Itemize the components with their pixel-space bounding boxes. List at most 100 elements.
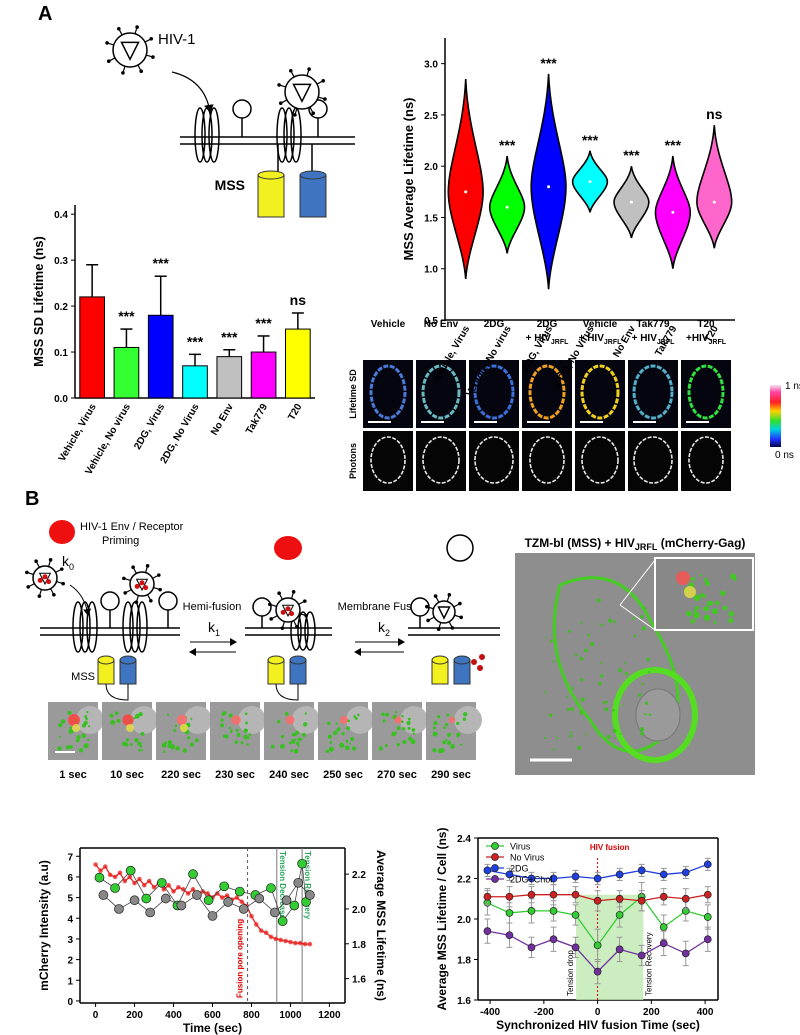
- fluor-dot: [567, 629, 572, 633]
- x-axis-label: Synchronized HIV fusion Time (sec): [496, 1018, 700, 1032]
- data-point: [234, 895, 240, 900]
- virion-signal: [448, 716, 456, 724]
- y-tick-label: 2.0: [457, 915, 471, 926]
- fluor-dot: [134, 737, 139, 743]
- colorbar-label: 0 ns: [775, 450, 794, 461]
- column-header: Vehicle: [583, 319, 618, 330]
- bar: [285, 328, 311, 399]
- fluor-dot: [411, 728, 416, 732]
- fluor-dot: [288, 741, 292, 745]
- frame-time: 270 sec: [377, 769, 417, 781]
- violin: [447, 78, 484, 280]
- data-point: [176, 900, 187, 911]
- fluor-dot: [357, 713, 360, 717]
- virion-signal: [126, 724, 134, 732]
- y-tick-label: 1.0: [424, 265, 438, 276]
- rate-label: k0: [62, 553, 74, 572]
- data-point: [281, 895, 292, 906]
- env-tip: [303, 599, 307, 603]
- env-tip: [277, 591, 281, 595]
- data-point: [171, 889, 176, 894]
- env-tip: [105, 41, 109, 45]
- fluor-dot: [220, 723, 224, 728]
- linker: [105, 683, 129, 701]
- data-point: [277, 916, 288, 926]
- capsid: [281, 604, 295, 618]
- fluor-dot: [720, 590, 726, 596]
- fluor-dot: [600, 623, 603, 627]
- zoom-line: [619, 559, 656, 606]
- env-tip: [149, 37, 154, 41]
- y2-tick-label: 1.6: [352, 975, 366, 986]
- env-tip: [122, 576, 126, 581]
- fluor-dot: [622, 673, 625, 676]
- fluor-dot: [57, 746, 62, 751]
- cell-outline: [369, 364, 407, 420]
- fluor-dot: [280, 743, 285, 749]
- header-sub: JRFL: [657, 339, 675, 346]
- data-point: [593, 896, 602, 905]
- env-tip: [323, 97, 327, 101]
- fluor-dot: [240, 741, 244, 745]
- fluor-dot: [164, 741, 167, 745]
- virion-signal: [684, 586, 696, 598]
- env-tip: [26, 585, 30, 589]
- y-axis-label: mCherry Intensity (a.u): [37, 860, 51, 991]
- helix: [201, 107, 213, 163]
- fluor-dot: [167, 713, 170, 716]
- fluor-dot: [584, 648, 588, 653]
- fluor-dot: [67, 710, 72, 715]
- fluor-dot: [187, 736, 191, 740]
- data-point: [219, 881, 230, 892]
- cell-outline: [422, 436, 460, 484]
- zoom-line: [619, 604, 656, 631]
- fluor-dot: [116, 718, 121, 723]
- cell-outline: [687, 364, 725, 420]
- data-point: [114, 904, 124, 914]
- fluor-dot: [699, 573, 702, 577]
- fluor-dot: [549, 713, 553, 718]
- legend-label: 2DG+Chol: [510, 875, 552, 885]
- fluor-dot: [139, 745, 143, 748]
- cell-outline: [529, 436, 565, 484]
- y-tick-label: 6: [67, 873, 73, 884]
- data-point: [527, 874, 536, 883]
- fluor-dot: [585, 733, 588, 736]
- fluor-dot: [703, 614, 710, 621]
- fluor-dot: [693, 594, 701, 602]
- fluor-dot: [236, 732, 241, 737]
- annotation: Tension Recovery: [644, 932, 653, 996]
- x-tick-label: 400: [697, 1007, 714, 1018]
- x-tick-label: 800: [243, 1010, 260, 1021]
- fluor-dot: [297, 737, 302, 742]
- virion-signal: [72, 724, 80, 732]
- column-header: Tak779: [636, 319, 670, 330]
- fluor-dot: [587, 633, 591, 637]
- data-point: [505, 892, 514, 901]
- fluor-dot: [685, 610, 692, 617]
- significance: ***: [582, 132, 599, 148]
- header-part: + HIV: [632, 333, 658, 344]
- fluor-dot: [378, 746, 383, 751]
- fluor-dot: [69, 726, 73, 730]
- y2-tick-label: 2.0: [352, 905, 366, 916]
- helix: [297, 611, 309, 651]
- fluor-dot: [613, 620, 616, 624]
- data-point: [180, 887, 186, 892]
- fluor-dot: [632, 616, 636, 620]
- fluor-dot: [693, 612, 700, 619]
- fluor-dot: [619, 733, 622, 735]
- fluor-dot: [612, 728, 617, 733]
- significance: ***: [255, 315, 272, 331]
- genome: [479, 654, 485, 660]
- env-tip: [307, 67, 311, 71]
- fluor-dot: [335, 722, 338, 725]
- data-point: [249, 913, 254, 919]
- frame-time: 10 sec: [110, 769, 144, 781]
- fluor-dot: [590, 642, 595, 647]
- fluor-dot: [580, 678, 584, 682]
- linker: [275, 683, 299, 701]
- fluor-dot: [600, 674, 604, 678]
- data-point: [192, 890, 202, 900]
- data-point: [94, 872, 105, 883]
